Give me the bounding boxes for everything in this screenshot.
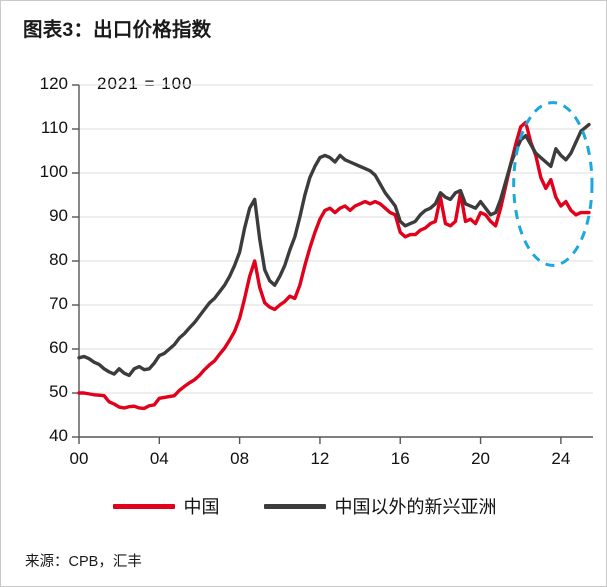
chart-legend: 中国 中国以外的新兴亚洲: [1, 493, 606, 519]
legend-label-china: 中国: [183, 497, 220, 517]
y-axis-label: 40: [49, 426, 68, 445]
y-axis-label: 70: [49, 294, 68, 313]
x-axis-label: 12: [310, 449, 330, 468]
y-axis-label: 110: [40, 118, 68, 137]
x-axis-label: 08: [230, 449, 250, 468]
x-axis-label: 20: [471, 449, 491, 468]
y-axis-label: 50: [49, 382, 68, 401]
y-axis-label: 120: [39, 74, 68, 93]
y-axis-label: 60: [49, 338, 68, 357]
x-axis-label: 24: [551, 449, 571, 468]
legend-label-em-asia-ex-china: 中国以外的新兴亚洲: [334, 497, 497, 517]
legend-item-china[interactable]: 中国: [112, 493, 220, 519]
units-annotation: 2021 = 100: [97, 74, 193, 93]
legend-swatch-em-asia-ex-china: [263, 503, 326, 509]
x-axis-label: 04: [149, 449, 169, 468]
y-axis-label: 90: [49, 206, 68, 225]
legend-item-em-asia-ex-china[interactable]: 中国以外的新兴亚洲: [263, 493, 497, 519]
highlight-ellipse-annotation: [512, 101, 594, 267]
legend-swatch-china: [112, 503, 175, 509]
y-axis-label: 80: [49, 250, 68, 269]
x-axis-label: 00: [69, 449, 89, 468]
x-axis-label: 16: [390, 449, 410, 468]
y-axis-label: 100: [39, 162, 68, 181]
page-title: 图表3：出口价格指数: [23, 19, 212, 41]
series-line-china: [77, 120, 591, 411]
source-note: 来源：CPB，汇丰: [25, 554, 142, 570]
series-line-em-asia-ex-china: [77, 122, 591, 378]
